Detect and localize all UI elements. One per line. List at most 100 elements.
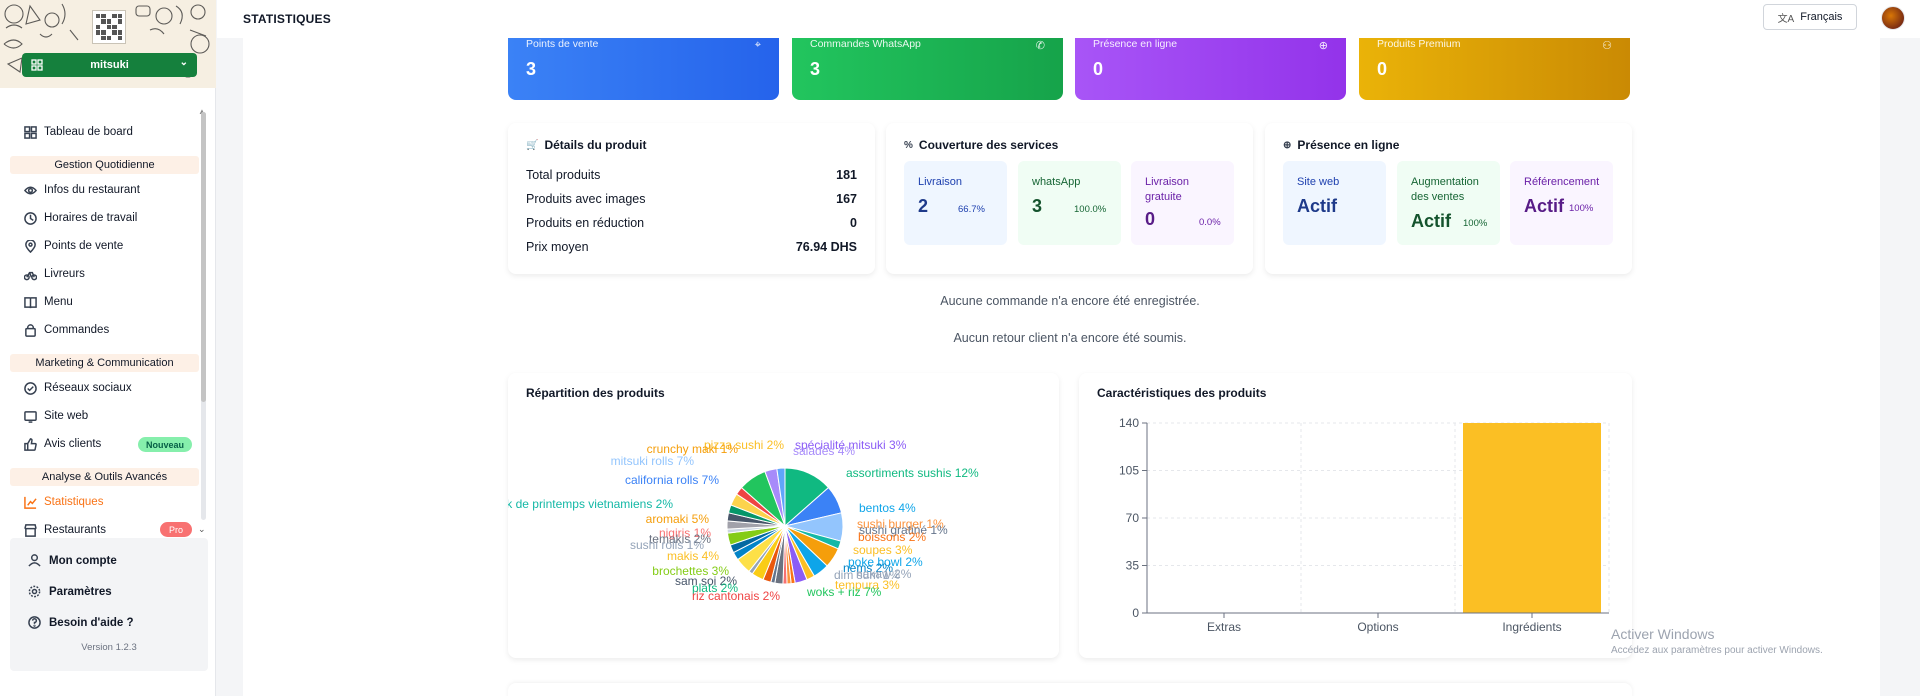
sidebar-item-label: Horaires de travail xyxy=(44,212,138,224)
pie-slice xyxy=(776,467,786,527)
pie-label: nigiris 1% xyxy=(659,526,711,540)
y-tick-label: 70 xyxy=(1126,511,1140,525)
y-tick-label: 140 xyxy=(1119,416,1139,430)
tile-label: Référencement xyxy=(1524,176,1600,188)
stat-value: 0 xyxy=(850,216,857,230)
avatar[interactable] xyxy=(1881,6,1905,30)
sidebar-item-avis-clients[interactable]: Avis clients xyxy=(24,434,101,454)
pie-label: nems 2% xyxy=(843,561,893,575)
sidebar-item-points-de-vente[interactable]: Points de vente xyxy=(24,236,123,256)
scrollbar-thumb[interactable] xyxy=(201,112,206,402)
globe-icon: ⊕ xyxy=(1318,40,1328,52)
tile-percent: 100.0% xyxy=(1074,204,1107,215)
kpi-label: Présence en ligne xyxy=(1093,38,1178,50)
bike-icon xyxy=(24,271,37,280)
tile-augmentation-ventes: Augmentation des ventes Actif 100% xyxy=(1397,161,1500,245)
y-tick-label: 105 xyxy=(1119,464,1139,478)
scroll-up-icon[interactable]: ▲ xyxy=(198,107,206,116)
help-label: Besoin d'aide ? xyxy=(49,616,134,629)
tile-label: Livraison gratuite xyxy=(1145,176,1190,203)
pie-label: assortiments sushis 12% xyxy=(846,466,979,480)
sidebar-item-commandes[interactable]: Commandes xyxy=(24,320,109,340)
pie-label: makis 4% xyxy=(667,549,719,563)
book-icon xyxy=(24,296,37,308)
sidebar-item-statistiques[interactable]: Statistiques xyxy=(24,492,103,512)
tile-livraison: Livraison 2 66.7% xyxy=(904,161,1007,245)
sidebar-item-livreurs[interactable]: Livreurs xyxy=(24,264,85,284)
sidebar-item-label: Statistiques xyxy=(44,496,104,508)
sidebar-item-restaurants[interactable]: Restaurants xyxy=(24,520,106,540)
pro-badge: Pro xyxy=(160,522,192,537)
pie-label: nakaw 2% xyxy=(856,567,912,581)
chevron-down-icon[interactable]: ⌄ xyxy=(198,524,206,534)
online-title: ⊕ Présence en ligne xyxy=(1283,138,1399,152)
language-label: Français xyxy=(1800,11,1843,23)
kpi-value: 3 xyxy=(526,59,537,79)
pie-chart: assortiments sushis 12% california rolls … xyxy=(508,438,979,603)
sidebar-item-site-web[interactable]: Site web xyxy=(24,406,88,426)
my-account-label: Mon compte xyxy=(49,554,117,567)
pie-label: boissons 2% xyxy=(858,530,926,544)
help-circle-icon xyxy=(28,616,41,629)
tile-percent: 100% xyxy=(1569,203,1594,214)
restaurant-name: mitsuki xyxy=(90,59,129,71)
online-presence-card: ⊕ Présence en ligne Site web Actif Augme… xyxy=(1265,123,1632,274)
page-title: STATISTIQUES xyxy=(243,12,331,26)
card-title-text: Présence en ligne xyxy=(1297,138,1400,152)
kpi-commandes-whatsapp: Commandes WhatsApp 3 ✆ xyxy=(792,38,1063,100)
pie-label: mitsuki rolls 7% xyxy=(611,454,695,468)
kpi-label: Produits Premium xyxy=(1377,38,1461,50)
stat-value: 181 xyxy=(836,168,857,182)
kpi-produits-premium: Produits Premium 0 ⚇ xyxy=(1359,38,1630,100)
sidebar-item-infos-restaurant[interactable]: Infos du restaurant xyxy=(24,180,140,200)
stat-prix-moyen: Prix moyen 76.94 DHS xyxy=(526,240,857,254)
top-bar xyxy=(217,0,1920,38)
y-tick-label: 35 xyxy=(1126,559,1140,573)
sidebar-item-menu[interactable]: Menu xyxy=(24,292,73,312)
percent-icon: % xyxy=(904,139,913,151)
eye-icon xyxy=(24,186,37,194)
pie-label: pizza sushi 2% xyxy=(704,438,784,452)
pie-label: aromaki 5% xyxy=(646,512,710,526)
settings-link[interactable]: Paramètres xyxy=(28,585,112,598)
pie-label: soupes 3% xyxy=(853,543,913,557)
food-doodle-background xyxy=(3,3,210,78)
help-link[interactable]: Besoin d'aide ? xyxy=(28,616,134,629)
stat-label: Total produits xyxy=(526,168,601,182)
pie-label: riz cantonais 2% xyxy=(692,589,780,603)
settings-label: Paramètres xyxy=(49,585,112,598)
tile-value: 3 xyxy=(1032,196,1043,216)
tile-site-web: Site web Actif xyxy=(1283,161,1386,245)
windows-activation-title: Activer Windows xyxy=(1611,626,1715,642)
language-selector[interactable]: 文A Français xyxy=(1763,4,1857,30)
pie-label: poke bowl 2% xyxy=(848,555,923,569)
tile-value: Actif xyxy=(1411,211,1451,231)
restaurant-selector[interactable]: mitsuki ⌄ xyxy=(22,53,197,77)
pie-label: salades 4% xyxy=(793,444,855,458)
stat-value: 76.94 DHS xyxy=(795,240,857,254)
chart-icon xyxy=(24,496,37,509)
card-title-text: Couverture des services xyxy=(918,138,1059,152)
next-section-card xyxy=(508,683,1632,696)
translate-icon: 文A xyxy=(1777,13,1795,25)
stat-produits-images: Produits avec images 167 xyxy=(526,192,857,206)
sidebar-scrollbar[interactable] xyxy=(201,112,206,520)
tile-percent: 66.7% xyxy=(958,204,985,215)
sidebar-item-horaires[interactable]: Horaires de travail xyxy=(24,208,137,228)
tile-percent: 0.0% xyxy=(1199,217,1221,228)
new-badge: Nouveau xyxy=(138,437,192,452)
my-account-link[interactable]: Mon compte xyxy=(28,554,117,567)
stat-label: Prix moyen xyxy=(526,240,589,254)
services-title: % Couverture des services xyxy=(904,138,1058,152)
sidebar-item-reseaux-sociaux[interactable]: Réseaux sociaux xyxy=(24,378,132,398)
sidebar-item-label: Commandes xyxy=(44,324,110,336)
kpi-label: Points de vente xyxy=(526,38,599,50)
bar xyxy=(1463,423,1601,613)
kpi-value: 3 xyxy=(810,59,821,79)
sidebar-item-label: Restaurants xyxy=(44,524,107,536)
pie-label: brochettes 3% xyxy=(652,564,729,578)
services-coverage-card: % Couverture des services Livraison 2 66… xyxy=(886,123,1253,274)
sidebar-item-dashboard[interactable]: Tableau de board xyxy=(24,122,133,142)
product-details-card: 🛒 Détails du produit Total produits 181 P… xyxy=(508,123,875,274)
section-gestion-quotidienne: Gestion Quotidienne xyxy=(10,156,199,174)
